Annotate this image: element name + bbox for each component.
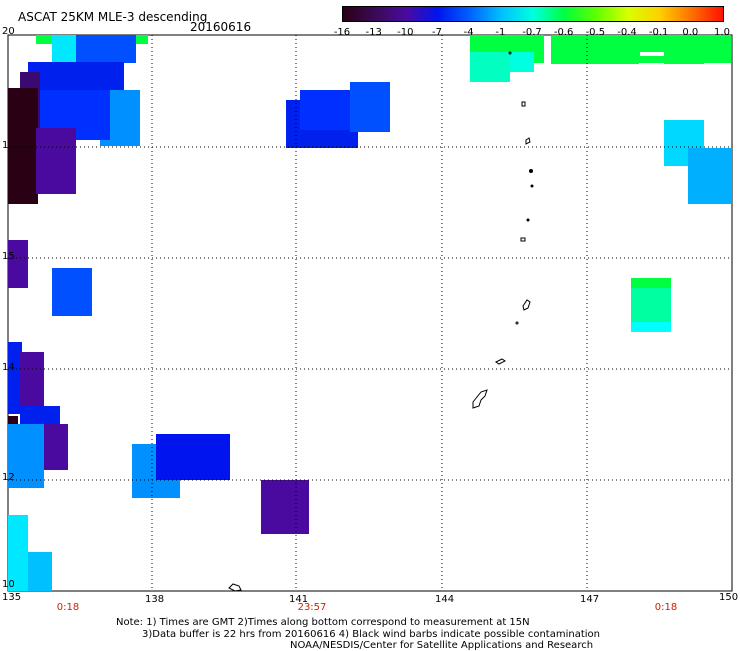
colorbar-label: -0.5 [585, 27, 606, 38]
x-tick-150: 150 [719, 592, 739, 603]
data-swaths [8, 35, 732, 591]
colorbar [342, 6, 724, 22]
colorbar-label: 0.0 [682, 27, 699, 38]
x-tick-147: 147 [580, 594, 600, 605]
island-outlines [228, 51, 534, 592]
colorbar-label: -0.7 [522, 27, 542, 38]
time-label-center: 23:57 [297, 602, 327, 613]
colorbar-label: 1.0 [714, 27, 730, 38]
x-tick-135: 135 [2, 592, 22, 603]
colorbar-label: -1 [495, 27, 506, 38]
colorbar-label: -10 [397, 27, 414, 38]
x-tick-138: 138 [145, 594, 165, 605]
y-tick-14: 14 [2, 362, 15, 373]
y-tick-12: 12 [2, 472, 15, 483]
time-label-left: 0:18 [56, 602, 80, 613]
y-tick-1: 1 [2, 140, 9, 151]
time-label-right: 0:18 [654, 602, 678, 613]
y-tick-20: 20 [2, 26, 15, 37]
map-frame [7, 34, 733, 592]
y-tick-15: 15 [2, 251, 15, 262]
x-tick-144: 144 [435, 594, 455, 605]
colorbar-label: -0.6 [553, 27, 574, 38]
colorbar-label: -16 [333, 27, 351, 38]
x-tick-141: 141 [289, 594, 309, 605]
colorbar-label: -0.4 [617, 27, 637, 38]
colorbar-label: -0.1 [648, 27, 669, 38]
y-tick-10: 10 [2, 579, 15, 590]
grid-lines [8, 35, 732, 591]
note-line-3: NOAA/NESDIS/Center for Satellite Applica… [290, 640, 594, 651]
note-line-1: Note: 1) Times are GMT 2)Times along bot… [116, 617, 530, 628]
map-date: 20160616 [190, 20, 252, 34]
colorbar-label: -13 [365, 27, 382, 38]
map-title: ASCAT 25KM MLE-3 descending [18, 10, 208, 24]
colorbar-label: -4 [463, 27, 474, 38]
colorbar-label: -7 [432, 27, 442, 38]
note-line-2: 3)Data buffer is 22 hrs from 20160616 4)… [142, 629, 600, 640]
